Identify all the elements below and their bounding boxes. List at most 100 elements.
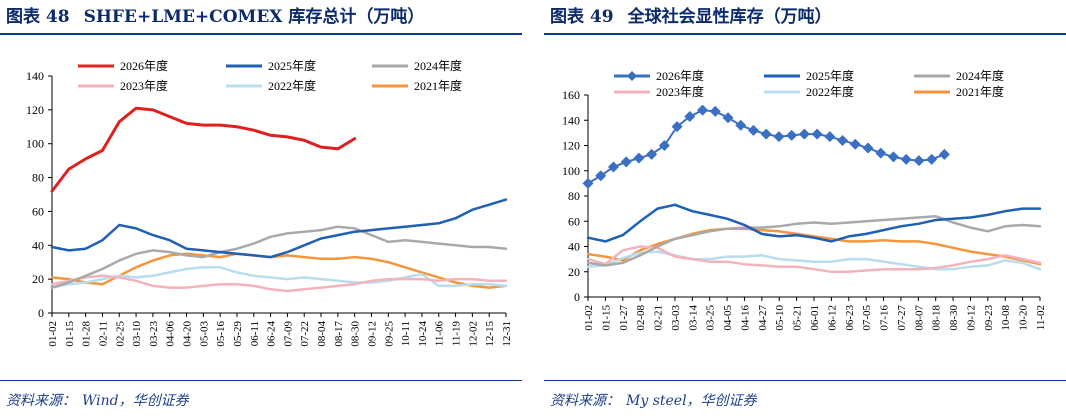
x-tick-label: 04-27 <box>757 305 769 331</box>
series-point-2026年度 <box>773 131 785 143</box>
series-line-2022年度 <box>586 250 1042 271</box>
series-point-2026年度 <box>862 142 874 154</box>
legend-label: 2021年度 <box>956 84 1004 99</box>
legend-label: 2023年度 <box>656 84 704 99</box>
x-tick-label: 08-30 <box>350 321 362 347</box>
series-line-2026年度 <box>50 106 357 193</box>
source-text: Wind，华创证券 <box>82 393 189 409</box>
series-point-2026年度 <box>837 134 849 146</box>
x-tick-label: 11-06 <box>434 321 446 347</box>
figure-panel-48: 图表 48 SHFE+LME+COMEX 库存总计（万吨） 0 20 40 60 80 10… <box>0 0 522 420</box>
y-tick-label: 40 <box>32 238 44 252</box>
x-tick-label: 06-12 <box>826 305 838 331</box>
legend-entry: 2022年度 <box>764 84 854 99</box>
y-tick-label: 140 <box>26 69 44 83</box>
series-point-2026年度 <box>913 155 925 167</box>
series-point-2026年度 <box>798 128 810 140</box>
x-tick-label: 01-02 <box>583 305 595 331</box>
series-point-2026年度 <box>646 148 658 160</box>
y-tick-label: 20 <box>568 265 580 279</box>
x-tick-label: 11-02 <box>1035 305 1047 330</box>
series-point-2026年度 <box>786 129 798 141</box>
series-point-2026年度 <box>760 128 772 140</box>
figure-number: 图表 48 <box>6 7 70 27</box>
x-tick-label: 06-01 <box>809 305 821 331</box>
series-point-2026年度 <box>671 121 683 133</box>
legend-entry: 2026年度 <box>614 68 704 83</box>
series-point-2026年度 <box>722 112 734 124</box>
legend-label: 2026年度 <box>656 68 704 83</box>
series-point-2026年度 <box>658 140 670 151</box>
y-tick-label: 80 <box>568 189 580 203</box>
y-tick-label: 0 <box>574 290 580 304</box>
series-point-2026年度 <box>620 156 632 168</box>
x-tick-label: 02-25 <box>114 321 126 347</box>
x-tick-label: 01-27 <box>618 305 630 331</box>
x-tick-label: 05-03 <box>198 321 210 347</box>
legend-entry: 2021年度 <box>372 78 462 93</box>
legend-marker <box>627 71 637 81</box>
legend-label: 2025年度 <box>806 68 854 83</box>
x-tick-label: 12-31 <box>501 321 513 347</box>
x-tick-label: 03-23 <box>148 321 160 347</box>
series-point-2026年度 <box>849 138 861 150</box>
x-tick-label: 10-20 <box>1018 305 1030 331</box>
figure-caption: SHFE+LME+COMEX 库存总计（万吨） <box>83 7 425 27</box>
x-tick-label: 01-28 <box>81 321 93 347</box>
x-tick-label: 08-30 <box>948 305 960 331</box>
title-divider <box>544 33 1066 35</box>
y-tick-label: 40 <box>568 240 580 254</box>
y-tick-label: 0 <box>38 306 44 320</box>
y-tick-label: 60 <box>568 214 580 228</box>
source-label: 资料来源： <box>550 393 620 409</box>
series-point-2026年度 <box>900 153 912 165</box>
x-tick-label: 02-21 <box>653 305 665 331</box>
x-tick-label: 09-25 <box>383 321 395 347</box>
legend-label: 2025年度 <box>268 58 316 73</box>
legend-entry: 2023年度 <box>78 78 168 93</box>
x-tick-label: 09-12 <box>366 321 378 347</box>
legend-label: 2024年度 <box>956 68 1004 83</box>
x-tick-label: 06-11 <box>249 321 261 346</box>
series-line-2021年度 <box>50 252 508 289</box>
legend-label: 2024年度 <box>414 58 462 73</box>
x-tick-label: 10-08 <box>1000 305 1012 331</box>
x-tick-label: 08-18 <box>931 305 943 331</box>
x-tick-label: 03-10 <box>131 321 143 347</box>
x-tick-label: 02-11 <box>97 321 109 346</box>
legend-label: 2022年度 <box>268 78 316 93</box>
series-point-2026年度 <box>811 128 823 140</box>
legend-label: 2026年度 <box>120 58 168 73</box>
x-tick-label: 09-12 <box>965 305 977 331</box>
series-line-2023年度 <box>50 274 508 293</box>
x-tick-label: 01-15 <box>600 305 612 331</box>
x-tick-label: 04-06 <box>165 321 177 347</box>
x-tick-label: 08-04 <box>316 321 328 347</box>
series-line-2024年度 <box>50 225 508 289</box>
legend-label: 2022年度 <box>806 84 854 99</box>
series-point-2026年度 <box>595 170 607 182</box>
legend-label: 2023年度 <box>120 78 168 93</box>
y-tick-label: 120 <box>562 139 580 153</box>
title-divider <box>0 33 522 35</box>
series-point-2026年度 <box>684 110 696 122</box>
x-tick-label: 09-23 <box>983 305 995 331</box>
y-tick-label: 80 <box>32 171 44 185</box>
x-tick-label: 03-25 <box>705 305 717 331</box>
source-label: 资料来源： <box>6 393 76 409</box>
y-tick-label: 100 <box>562 164 580 178</box>
source-divider <box>0 380 522 381</box>
legend-entry: 2025年度 <box>764 68 854 83</box>
series-point-2026年度 <box>735 119 747 131</box>
x-tick-label: 07-16 <box>879 305 891 331</box>
x-tick-label: 12-02 <box>467 321 479 347</box>
y-tick-label: 120 <box>26 103 44 117</box>
series-point-2026年度 <box>697 104 709 116</box>
x-tick-label: 05-10 <box>774 305 786 331</box>
x-tick-label: 04-16 <box>739 305 751 331</box>
x-tick-label: 01-15 <box>64 321 76 347</box>
x-tick-label: 08-17 <box>333 321 345 347</box>
x-tick-label: 07-05 <box>861 305 873 331</box>
x-tick-label: 03-14 <box>687 305 699 331</box>
series-point-2026年度 <box>875 147 887 159</box>
